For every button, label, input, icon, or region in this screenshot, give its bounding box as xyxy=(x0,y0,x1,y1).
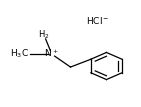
Text: H$_3$C: H$_3$C xyxy=(10,47,29,60)
Text: H$_2$: H$_2$ xyxy=(38,28,49,41)
Text: HCl$^-$: HCl$^-$ xyxy=(86,15,110,26)
Text: N$^+$: N$^+$ xyxy=(44,48,59,59)
